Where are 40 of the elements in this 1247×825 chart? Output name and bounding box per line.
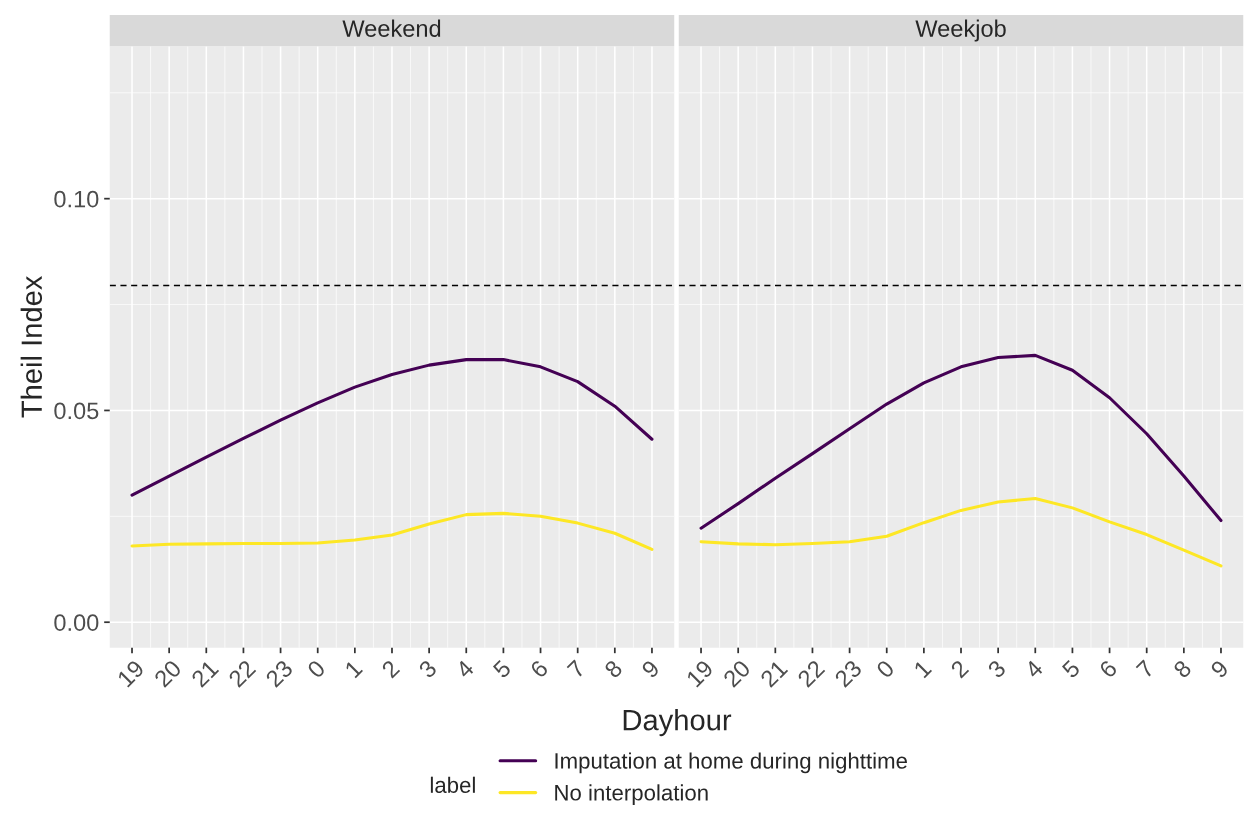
x-tick-label: 4: [454, 659, 475, 680]
x-tick-label: 2: [949, 659, 970, 679]
x-tick-label: 6: [1098, 659, 1118, 679]
x-tick-label: 22: [227, 659, 257, 688]
x-tick-label: 1: [913, 659, 933, 679]
legend-label: No interpolation: [555, 784, 708, 805]
y-tick-label: 0.00: [54, 614, 99, 631]
x-tick-label: 23: [833, 659, 863, 689]
chart-title: Weekjob: [915, 19, 1006, 42]
x-tick-label: 20: [722, 659, 752, 689]
x-tick-label: 19: [685, 659, 715, 688]
x-tick-label: 19: [116, 659, 145, 688]
y-axis-title: Theil Index: [20, 275, 43, 418]
x-tick-label: 0: [306, 659, 327, 679]
x-tick-label: 21: [759, 659, 789, 688]
x-tick-label: 2: [380, 659, 401, 679]
x-tick-label: 7: [566, 659, 586, 679]
legend-label: Imputation at home during nighttime: [555, 752, 907, 774]
x-tick-label: 3: [417, 659, 438, 679]
x-axis-title: Dayhour: [623, 708, 732, 737]
x-tick-label: 20: [153, 659, 183, 689]
legend-title: label: [430, 776, 475, 794]
y-tick-label: 0.10: [54, 190, 99, 208]
x-tick-label: 3: [986, 659, 1007, 679]
x-tick-label: 21: [190, 659, 220, 688]
x-tick-label: 4: [1023, 659, 1044, 680]
x-tick-label: 6: [529, 659, 549, 679]
x-tick-label: 23: [264, 659, 294, 689]
x-tick-label: 9: [640, 659, 661, 679]
x-tick-label: 5: [492, 659, 512, 679]
x-tick-label: 22: [796, 659, 826, 688]
x-tick-label: 1: [344, 659, 363, 679]
x-tick-label: 8: [1172, 659, 1193, 679]
x-tick-label: 0: [875, 659, 896, 679]
x-tick-label: 7: [1135, 659, 1155, 679]
x-tick-label: 8: [603, 659, 624, 679]
x-tick-label: 9: [1209, 659, 1230, 679]
y-tick-label: 0.05: [54, 402, 99, 420]
x-tick-label: 5: [1061, 659, 1081, 679]
chart-title: Weekend: [342, 19, 441, 37]
